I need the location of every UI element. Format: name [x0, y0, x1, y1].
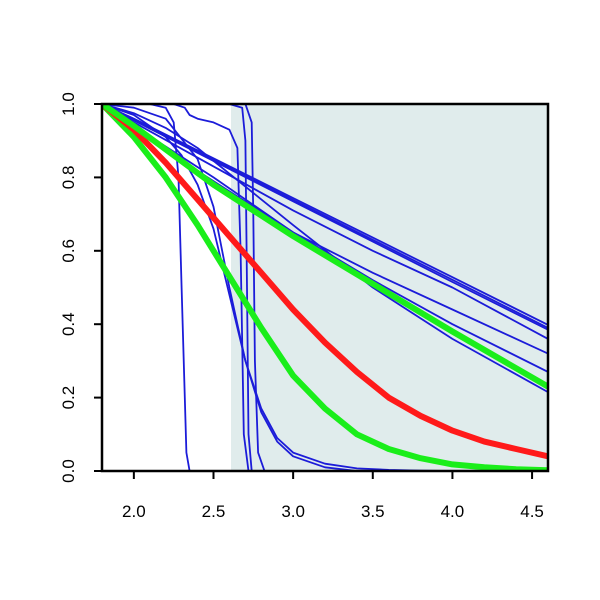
x-tick-label: 3.0	[281, 502, 305, 521]
series-line-16-green	[102, 104, 548, 390]
series-line-12-blue	[102, 104, 548, 329]
y-tick-label: 0.4	[59, 312, 78, 336]
series-line-15-red	[102, 104, 548, 460]
x-tick-label: 4.0	[441, 502, 465, 521]
y-tick-label: 0.8	[59, 166, 78, 190]
y-tick-label: 0.6	[59, 239, 78, 263]
series-line-14-green	[102, 104, 548, 471]
plot-frame	[100, 102, 550, 473]
series-line-4-blue	[102, 104, 548, 471]
y-tick-label: 0.0	[59, 459, 78, 483]
series-line-2-blue	[102, 104, 548, 471]
x-tick-label: 3.5	[361, 502, 385, 521]
series-line-7-blue	[102, 104, 548, 394]
series-line-13-blue	[102, 104, 548, 326]
y-tick-label: 0.2	[59, 386, 78, 410]
x-tick-label: 2.0	[122, 502, 146, 521]
axes-group: 2.0 2.5 3.0 3.5 4.0 4.5 0.0 0.2 0.4 0.6 0.8 1.0	[59, 92, 550, 521]
series-line-1-blue	[102, 104, 548, 471]
x-tick-label: 2.5	[202, 502, 226, 521]
y-tick-label: 1.0	[59, 92, 78, 116]
x-tick-label: 4.5	[520, 502, 544, 521]
series-group	[102, 104, 548, 471]
shaded-region	[231, 104, 548, 471]
series-line-3-blue	[102, 104, 548, 471]
